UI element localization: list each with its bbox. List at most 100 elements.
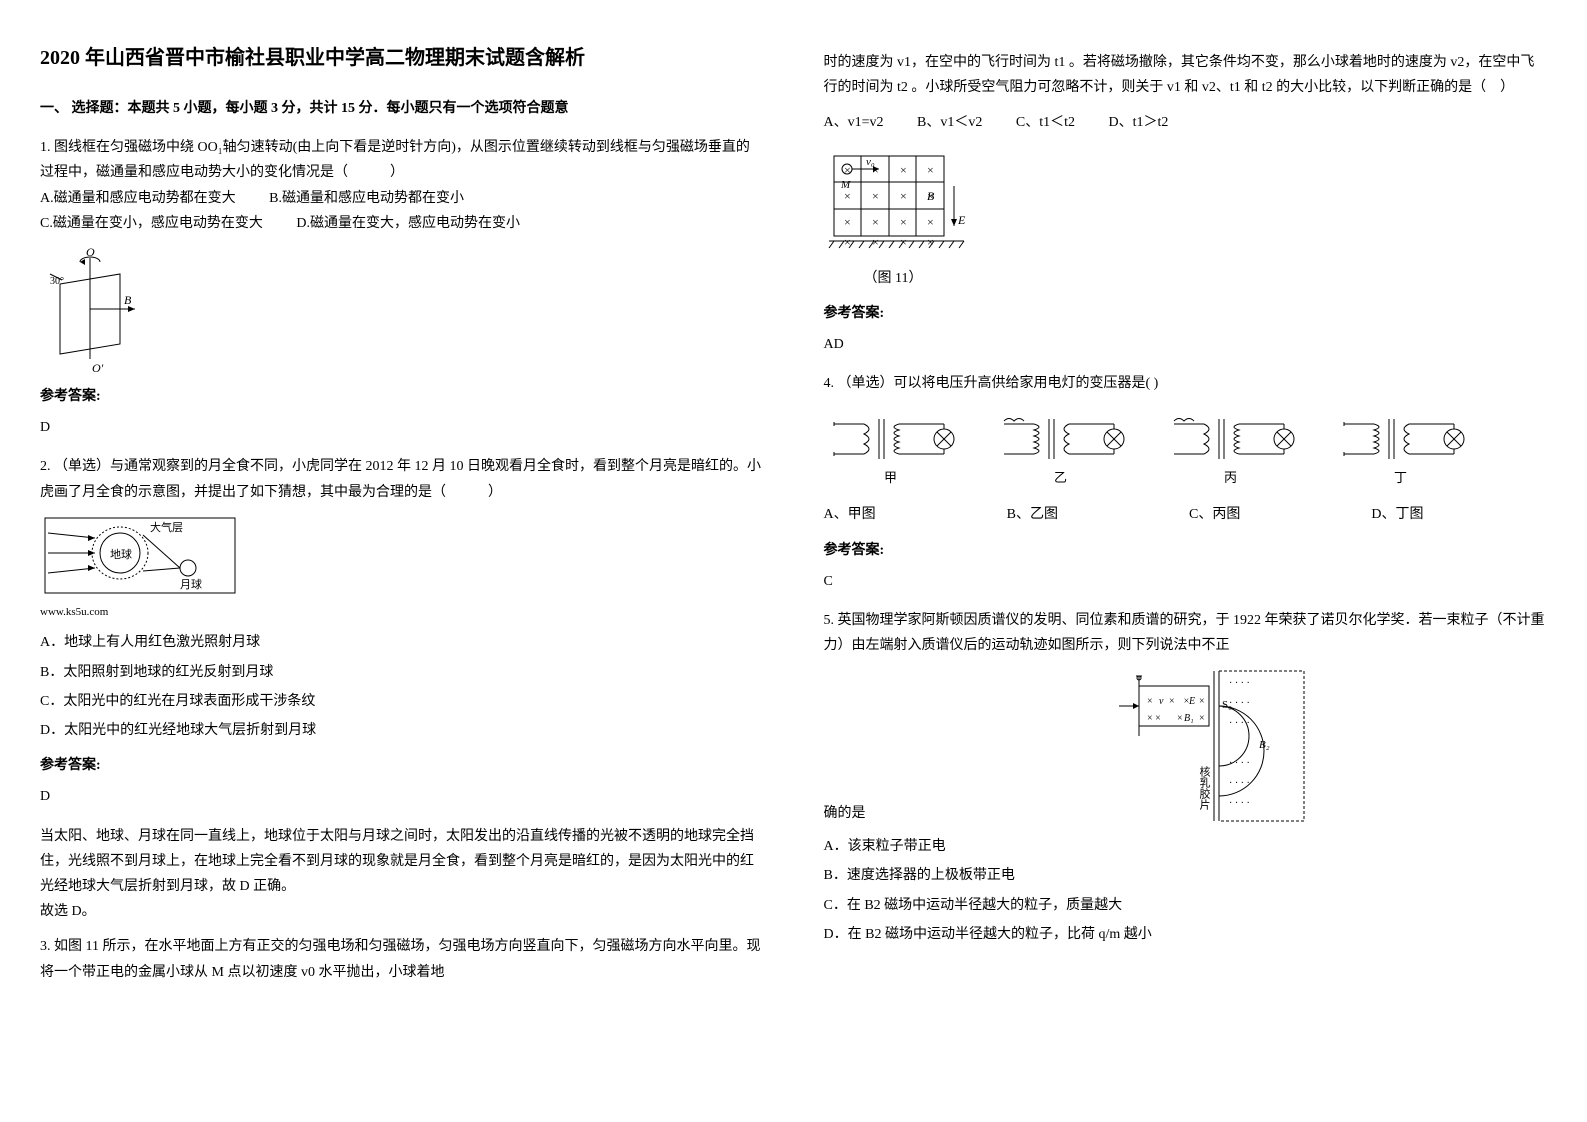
q2-options: A．地球上有人用红色激光照射月球 B．太阳照射到地球的红光反射到月球 C．太阳光… xyxy=(40,630,764,743)
svg-text:×: × xyxy=(1177,713,1183,724)
q3-figure: ×××× ×××× ×××× ×××× M v₀ B E xyxy=(824,146,1548,291)
svg-text:×: × xyxy=(927,163,934,177)
q2-explain: 当太阳、地球、月球在同一直线上，地球位于太阳与月球之间时，太阳发出的沿直线传播的… xyxy=(40,824,764,900)
q5-opt-a: A．该束粒子带正电 xyxy=(824,834,1548,859)
eclipse-diagram-icon: 地球 大气层 月球 xyxy=(40,513,240,603)
fig-earth: 地球 xyxy=(110,547,132,561)
transformers-diagram-icon: 甲 乙 xyxy=(824,404,1504,494)
svg-text:×: × xyxy=(1147,696,1153,707)
fig-v0: v₀ xyxy=(866,156,875,168)
label-jia: 甲 xyxy=(884,470,897,485)
q4-options: A、甲图 B、乙图 C、丙图 D、丁图 xyxy=(824,502,1424,527)
q4-opt-b: B、乙图 xyxy=(1007,502,1058,527)
q3-fig-caption: （图 11） xyxy=(824,266,1548,291)
page: 2020 年山西省晋中市榆社县职业中学高二物理期末试题含解析 一、 选择题：本题… xyxy=(40,40,1547,995)
q5-options: A．该束粒子带正电 B．速度选择器的上极板带正电 C．在 B2 磁场中运动半径越… xyxy=(824,834,1548,947)
svg-text:× ×: × × xyxy=(1147,713,1161,724)
svg-text:· · · ·: · · · · xyxy=(1229,798,1250,809)
svg-text:· · · ·: · · · · xyxy=(1229,778,1250,789)
left-column: 2020 年山西省晋中市榆社县职业中学高二物理期末试题含解析 一、 选择题：本题… xyxy=(40,40,764,995)
q2-answer-label: 参考答案: xyxy=(40,753,764,778)
q1-options: A.磁通量和感应电动势都在变大 B.磁通量和感应电动势都在变小 C.磁通量在变小… xyxy=(40,186,764,236)
q5-opt-d: D．在 B2 磁场中运动半径越大的粒子，比荷 q/m 越小 xyxy=(824,922,1548,947)
svg-text:×: × xyxy=(1169,696,1175,707)
coil-diagram-icon: O 30° B O' xyxy=(40,244,140,374)
q2-fig-src: www.ks5u.com xyxy=(40,603,764,623)
q5-opt-c: C．在 B2 磁场中运动半径越大的粒子，质量越大 xyxy=(824,893,1548,918)
doc-title: 2020 年山西省晋中市榆社县职业中学高二物理期末试题含解析 xyxy=(40,40,764,76)
question-3-part2: 时的速度为 v1，在空中的飞行时间为 t1 。若将磁场撤除，其它条件均不变，那么… xyxy=(824,50,1548,357)
label-plate: 核乳胶片 xyxy=(1198,765,1211,811)
fig-label-O1: O' xyxy=(92,361,104,374)
q4-answer: C xyxy=(824,569,1548,594)
q4-opt-c: C、丙图 xyxy=(1189,502,1240,527)
fig-B: B xyxy=(927,189,935,203)
q3-stem2: 时的速度为 v1，在空中的飞行时间为 t1 。若将磁场撤除，其它条件均不变，那么… xyxy=(824,50,1548,100)
field-diagram-icon: ×××× ×××× ×××× ×××× M v₀ B E xyxy=(824,146,984,266)
q2-explain2: 故选 D。 xyxy=(40,899,764,924)
q2-figure: 地球 大气层 月球 www.ks5u.com xyxy=(40,513,764,623)
svg-text:×: × xyxy=(844,189,851,203)
question-4: 4. （单选）可以将电压升高供给家用电灯的变压器是( ) xyxy=(824,371,1548,594)
q1-figure: O 30° B O' xyxy=(40,244,764,374)
fig-E: E xyxy=(957,213,966,227)
mass-spectrometer-icon: × v × × E × × × × B₁ × xyxy=(1109,666,1309,826)
q5-stem2: 确的是 xyxy=(824,801,866,826)
q2-opt-d: D．太阳光中的红光经地球大气层折射到月球 xyxy=(40,718,764,743)
label-v: v xyxy=(1159,696,1164,707)
q2-answer: D xyxy=(40,784,764,809)
svg-text:· · · ·: · · · · xyxy=(1229,678,1250,689)
q3-opt-b: B、v1＜v2 xyxy=(917,115,982,130)
q1-opt-b: B.磁通量和感应电动势都在变小 xyxy=(269,191,464,206)
label-bing: 丙 xyxy=(1224,470,1237,485)
question-5: 5. 英国物理学家阿斯顿因质谱仪的发明、同位素和质谱的研究，于 1922 年荣获… xyxy=(824,608,1548,947)
question-2: 2. （单选）与通常观察到的月全食不同，小虎同学在 2012 年 12 月 10… xyxy=(40,454,764,924)
fig-M: M xyxy=(840,179,851,191)
fig-label-B: B xyxy=(124,293,132,307)
q5-figure: 确的是 × v × × E × × × × B₁ × xyxy=(824,666,1548,826)
q1-opt-a: A.磁通量和感应电动势都在变大 xyxy=(40,191,236,206)
q3-opt-c: C、t1＜t2 xyxy=(1016,115,1075,130)
q5-opt-b: B．速度选择器的上极板带正电 xyxy=(824,863,1548,888)
svg-text:×: × xyxy=(927,215,934,229)
q4-answer-label: 参考答案: xyxy=(824,538,1548,563)
q5-stem: 5. 英国物理学家阿斯顿因质谱仪的发明、同位素和质谱的研究，于 1922 年荣获… xyxy=(824,608,1548,658)
q1-opt-d: D.磁通量在变大，感应电动势在变小 xyxy=(296,216,520,231)
fig-atm: 大气层 xyxy=(150,520,183,534)
q4-stem: 4. （单选）可以将电压升高供给家用电灯的变压器是( ) xyxy=(824,371,1548,396)
right-column: 时的速度为 v1，在空中的飞行时间为 t1 。若将磁场撤除，其它条件均不变，那么… xyxy=(824,40,1548,995)
q2-opt-b: B．太阳照射到地球的红光反射到月球 xyxy=(40,660,764,685)
q3-answer-label: 参考答案: xyxy=(824,301,1548,326)
svg-text:×: × xyxy=(1199,713,1205,724)
q1-stem: 1. 图线框在匀强磁场中绕 OO₁轴匀速转动(由上向下看是逆时针方向)，从图示位… xyxy=(40,135,764,185)
svg-text:×: × xyxy=(872,215,879,229)
question-1: 1. 图线框在匀强磁场中绕 OO₁轴匀速转动(由上向下看是逆时针方向)，从图示位… xyxy=(40,135,764,440)
question-3-part1: 3. 如图 11 所示，在水平地面上方有正交的匀强电场和匀强磁场，匀强电场方向竖… xyxy=(40,934,764,984)
label-yi: 乙 xyxy=(1054,470,1067,485)
label-E: E xyxy=(1188,696,1195,707)
label-ding: 丁 xyxy=(1394,470,1407,485)
svg-text:×: × xyxy=(900,189,907,203)
q2-opt-c: C．太阳光中的红光在月球表面形成干涉条纹 xyxy=(40,689,764,714)
q1-answer: D xyxy=(40,415,764,440)
section-heading: 一、 选择题：本题共 5 小题，每小题 3 分，共计 15 分．每小题只有一个选… xyxy=(40,96,764,121)
q3-opt-a: A、v1=v2 xyxy=(824,115,884,130)
q3-answer: AD xyxy=(824,332,1548,357)
q2-opt-a: A．地球上有人用红色激光照射月球 xyxy=(40,630,764,655)
svg-text:×: × xyxy=(900,163,907,177)
svg-text:×: × xyxy=(844,215,851,229)
q3-stem1: 3. 如图 11 所示，在水平地面上方有正交的匀强电场和匀强磁场，匀强电场方向竖… xyxy=(40,934,764,984)
q3-opt-d: D、t1＞t2 xyxy=(1108,115,1168,130)
q4-opt-a: A、甲图 xyxy=(824,502,876,527)
q4-opt-d: D、丁图 xyxy=(1371,502,1423,527)
svg-text:×: × xyxy=(900,215,907,229)
q3-options: A、v1=v2 B、v1＜v2 C、t1＜t2 D、t1＞t2 xyxy=(824,110,1548,135)
label-B1: B₁ xyxy=(1184,713,1194,724)
q1-answer-label: 参考答案: xyxy=(40,384,764,409)
q4-figure: 甲 乙 xyxy=(824,404,1548,494)
fig-moon: 月球 xyxy=(180,577,202,591)
svg-text:×: × xyxy=(1199,696,1205,707)
q1-opt-c: C.磁通量在变小，感应电动势在变大 xyxy=(40,216,263,231)
q2-stem: 2. （单选）与通常观察到的月全食不同，小虎同学在 2012 年 12 月 10… xyxy=(40,454,764,504)
svg-text:×: × xyxy=(872,189,879,203)
